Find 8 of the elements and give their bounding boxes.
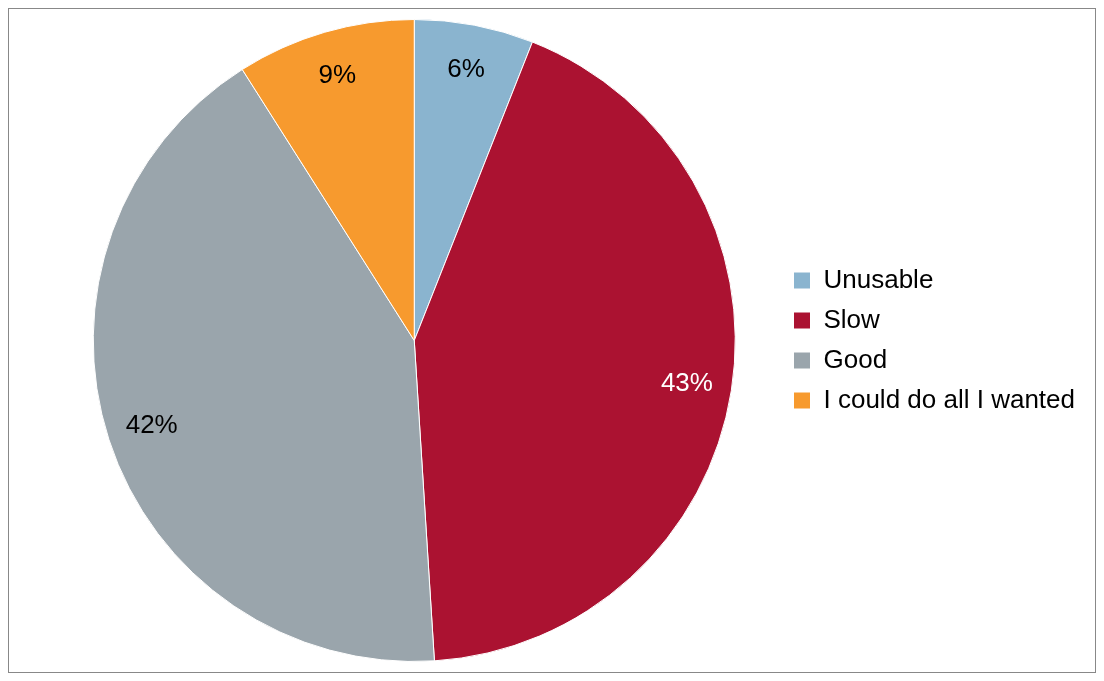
legend-label: Slow: [823, 303, 881, 334]
data-label: 43%: [660, 366, 713, 397]
legend-label: Good: [823, 343, 888, 374]
legend-label: Unusable: [823, 263, 934, 294]
data-label: 42%: [125, 408, 178, 439]
data-label: 6%: [447, 52, 485, 83]
data-label: 9%: [318, 58, 357, 89]
legend-label: I could do all I wanted: [823, 383, 1076, 414]
